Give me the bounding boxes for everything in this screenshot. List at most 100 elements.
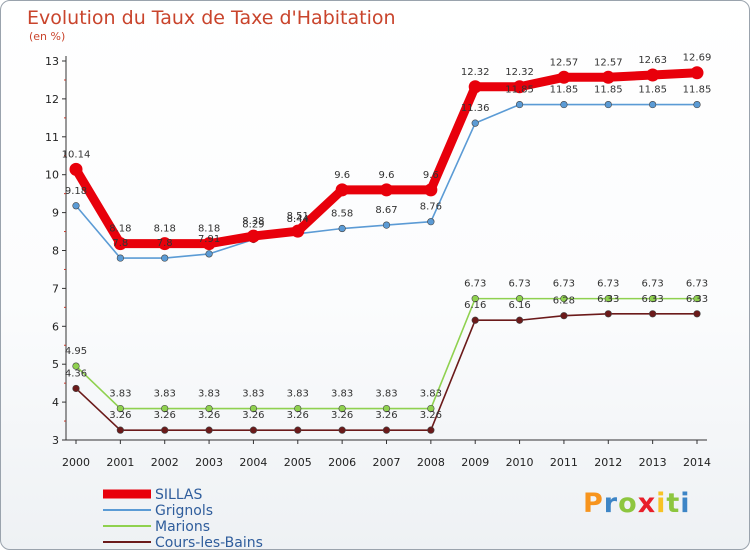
data-point [649, 100, 657, 109]
data-label: 9.6 [423, 170, 439, 181]
data-point [246, 229, 260, 243]
x-tick-label: 2012 [594, 456, 622, 469]
data-label: 3.83 [109, 389, 131, 400]
data-label: 12.69 [683, 53, 712, 64]
data-label: 6.33 [686, 294, 708, 305]
data-point [693, 100, 701, 109]
data-label: 6.73 [464, 279, 486, 290]
data-point [604, 295, 612, 303]
data-label: 8.18 [109, 224, 131, 235]
data-label: 8.51 [287, 211, 309, 222]
data-label: 7.91 [198, 234, 220, 245]
data-point [468, 80, 482, 94]
data-point [427, 218, 435, 226]
data-point [601, 70, 615, 84]
data-point [205, 426, 213, 434]
data-label: 11.85 [683, 85, 712, 96]
data-label: 6.33 [642, 294, 664, 305]
unit-label: (en %) [29, 30, 66, 43]
data-label: 7.8 [112, 238, 128, 249]
legend-label: Grignols [155, 503, 213, 519]
y-tick-label: 7 [52, 282, 59, 295]
data-point [205, 404, 213, 413]
data-point [202, 237, 216, 251]
data-point [294, 426, 302, 434]
y-tick-label: 9 [52, 207, 59, 220]
data-point [649, 295, 657, 303]
data-label: 12.57 [550, 57, 579, 68]
data-point [604, 100, 612, 109]
data-point [294, 404, 302, 413]
data-label: 9.6 [334, 170, 350, 181]
data-label: 8.29 [242, 220, 264, 231]
y-tick-label: 10 [45, 169, 59, 182]
data-point [513, 80, 527, 94]
chart-title: Evolution du Taux de Taxe d'Habitation [27, 7, 396, 29]
data-point [471, 295, 479, 303]
data-point [380, 183, 393, 197]
data-label: 4.36 [65, 368, 87, 379]
data-point [382, 221, 391, 229]
x-tick-label: 2006 [328, 456, 356, 469]
data-label: 3.26 [109, 410, 131, 421]
data-point [161, 254, 169, 262]
logo-letter: i [680, 488, 691, 519]
data-label: 6.73 [686, 279, 708, 290]
data-point [427, 426, 435, 434]
data-label: 10.14 [62, 149, 91, 160]
x-tick-label: 2014 [683, 456, 711, 469]
data-label: 8.76 [420, 202, 442, 213]
data-label: 3.26 [242, 410, 264, 421]
logo-letter: o [618, 488, 638, 519]
x-tick-label: 2004 [239, 456, 267, 469]
data-label: 6.73 [642, 279, 664, 290]
data-point [515, 295, 524, 303]
data-label: 6.28 [553, 296, 575, 307]
x-tick-label: 2013 [639, 456, 667, 469]
data-point [690, 66, 704, 80]
data-point [116, 254, 124, 262]
data-label: 3.26 [375, 410, 397, 421]
y-tick-label: 3 [52, 434, 59, 447]
proxiti-logo: Proxiti [583, 488, 691, 519]
data-label: 12.32 [461, 67, 490, 78]
data-point [424, 183, 438, 197]
data-label: 8.18 [198, 224, 220, 235]
data-point [382, 426, 391, 434]
data-label: 11.85 [594, 85, 623, 96]
x-tick-label: 2005 [284, 456, 312, 469]
data-point [72, 362, 80, 370]
data-label: 6.73 [508, 279, 530, 290]
data-point [649, 310, 657, 318]
series-line-0 [72, 68, 698, 249]
data-point [515, 316, 524, 324]
data-label: 3.83 [154, 389, 176, 400]
data-label: 8.67 [375, 205, 397, 216]
data-label: 3.83 [287, 389, 309, 400]
data-label: 11.36 [461, 103, 490, 114]
data-point [427, 404, 435, 413]
data-label: 6.16 [508, 300, 530, 311]
data-label: 9.6 [379, 170, 395, 181]
data-label: 3.83 [242, 389, 264, 400]
data-point [693, 310, 701, 318]
x-tick-label: 2008 [417, 456, 445, 469]
data-point [604, 310, 612, 318]
data-point [116, 404, 124, 413]
data-point [249, 426, 258, 434]
legend-label: SILLAS [155, 487, 203, 503]
data-label: 3.83 [198, 389, 220, 400]
data-point [291, 224, 305, 238]
data-label: 3.26 [420, 410, 442, 421]
data-point [72, 384, 80, 393]
data-label: 6.16 [464, 300, 486, 311]
data-label: 8.44 [287, 214, 309, 225]
y-tick-label: 12 [45, 93, 59, 106]
data-point [382, 404, 391, 413]
data-point [113, 237, 127, 251]
data-label: 8.38 [242, 216, 264, 227]
legend-label: Marions [155, 519, 210, 535]
data-point [205, 250, 213, 258]
logo-letter: r [603, 488, 619, 519]
